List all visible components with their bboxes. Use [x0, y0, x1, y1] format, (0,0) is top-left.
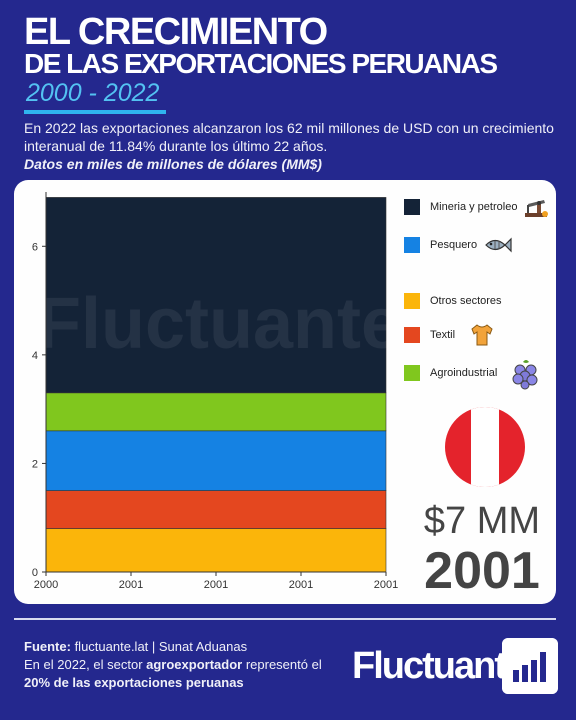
year-range-underline: [24, 110, 166, 114]
bar-chart-logo-icon: [502, 638, 558, 694]
legend-item-textil: Textil: [404, 320, 495, 350]
y-tick-label: 4: [32, 350, 38, 362]
current-year: 2001: [424, 542, 540, 600]
legend-swatch: [404, 327, 420, 343]
title-line-2: DE LAS EXPORTACIONES PERUANAS: [24, 48, 498, 79]
legend-swatch: [404, 365, 420, 381]
x-tick-label: 2001: [374, 579, 398, 591]
source-label: Fuente:: [24, 639, 71, 654]
note-bold-2: 20% de las exportaciones peruanas: [24, 675, 244, 690]
y-tick-label: 2: [32, 458, 38, 470]
watermark: Fluctuante: [37, 284, 401, 364]
x-tick-label: 2000: [34, 579, 58, 591]
legend-label: Mineria y petroleo: [430, 201, 518, 213]
legend-swatch: [404, 293, 420, 309]
y-tick-label: 0: [32, 567, 38, 579]
legend-item-otros: Otros sectores: [404, 286, 502, 316]
description: En 2022 las exportaciones alcanzaron los…: [24, 120, 554, 154]
area-series-mineria-y-petroleo: [45, 197, 387, 394]
title-line-1: EL CRECIMIENTO: [24, 11, 328, 53]
note-line: En el 2022, el sector agroexportador rep…: [24, 656, 354, 674]
legend-label: Pesquero: [430, 239, 478, 251]
area-series-pesquero: [45, 430, 387, 491]
oil-pump-icon: [525, 200, 549, 217]
stacked-area-chart: Fluctuante 0 2 4 6 2000 2001 2001 2001 2001: [32, 192, 401, 591]
brand-name: Fluctuante: [352, 645, 526, 687]
x-tick-label: 2001: [289, 579, 313, 591]
units-note: Datos en miles de millones de dólares (M…: [24, 156, 322, 172]
x-tick-label: 2001: [204, 579, 228, 591]
x-tick-label: 2001: [119, 579, 143, 591]
legend-item-mineria: Mineria y petroleo: [404, 192, 549, 222]
area-series-agroindustrial: [45, 392, 387, 432]
peru-flag-icon: [445, 407, 525, 487]
area-series-textil: [45, 490, 387, 529]
legend-item-pesquero: Pesquero: [404, 230, 513, 260]
source-line: Fuente: fluctuante.lat | Sunat Aduanas: [24, 638, 354, 656]
legend-label: Agroindustrial: [430, 367, 498, 379]
grapes-icon: [512, 360, 538, 390]
area-series-otros-sectores: [45, 528, 387, 573]
current-value: $7 MM: [423, 500, 541, 542]
footer-divider: [14, 618, 556, 620]
source-text: fluctuante.lat | Sunat Aduanas: [70, 639, 248, 654]
note-line-2: 20% de las exportaciones peruanas: [24, 674, 354, 692]
note-bold: agroexportador: [146, 657, 243, 672]
y-tick-label: 6: [32, 241, 38, 253]
year-range: 2000 - 2022: [26, 79, 160, 107]
legend-swatch: [404, 199, 420, 215]
legend-label: Textil: [430, 329, 456, 341]
fish-icon: [485, 237, 512, 253]
note-text-2: representó el: [242, 657, 322, 672]
shirt-icon: [471, 324, 493, 346]
legend-item-agroindustrial: Agroindustrial: [404, 358, 543, 390]
legend-swatch: [404, 237, 420, 253]
footer: Fuente: fluctuante.lat | Sunat Aduanas E…: [24, 638, 354, 692]
legend-label: Otros sectores: [430, 295, 502, 307]
note-text: En el 2022, el sector: [24, 657, 147, 672]
chart-card: Fluctuante 0 2 4 6 2000 2001 2001 2001 2001 Mine…: [14, 180, 556, 604]
